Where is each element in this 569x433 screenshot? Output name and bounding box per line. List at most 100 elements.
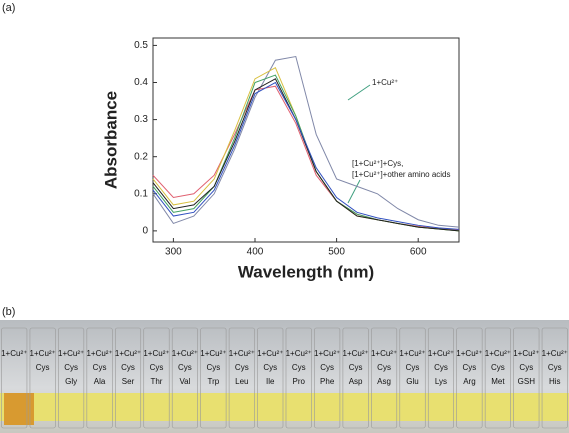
annotation: [1+Cu²⁺]+Cys, bbox=[352, 159, 403, 168]
y-tick-label: 0.5 bbox=[134, 40, 148, 51]
vial-label: His bbox=[549, 377, 561, 386]
vial-label: Cys bbox=[36, 363, 50, 372]
x-tick-label: 300 bbox=[165, 247, 182, 258]
x-tick-label: 500 bbox=[328, 247, 345, 258]
vial-label: 1+Cu²⁺ bbox=[343, 349, 369, 358]
vial-label: 1+Cu²⁺ bbox=[143, 349, 169, 358]
panel-label: (b) bbox=[2, 306, 15, 318]
vial-label: Phe bbox=[320, 377, 335, 386]
vial-label: Val bbox=[179, 377, 190, 386]
vial-label: Cys bbox=[64, 363, 78, 372]
vial-label: Ala bbox=[94, 377, 106, 386]
panel-label: (a) bbox=[2, 2, 15, 14]
vial-label: Cys bbox=[349, 363, 363, 372]
vial-label: 1+Cu²⁺ bbox=[513, 349, 539, 358]
vial-label: Thr bbox=[150, 377, 162, 386]
y-tick-label: 0.3 bbox=[134, 114, 148, 125]
vial bbox=[427, 327, 455, 429]
y-axis-title: Absorbance bbox=[101, 91, 120, 189]
vial-label: 1+Cu²⁺ bbox=[314, 349, 340, 358]
vial-label: 1+Cu²⁺ bbox=[456, 349, 482, 358]
vial-label: 1+Cu²⁺ bbox=[200, 349, 226, 358]
liquid bbox=[0, 393, 569, 421]
vial bbox=[58, 327, 85, 429]
y-tick-label: 0.1 bbox=[134, 188, 148, 199]
vial-label: Lys bbox=[435, 377, 447, 386]
vial-label: 1+Cu²⁺ bbox=[399, 349, 425, 358]
vial-label: Cys bbox=[491, 363, 505, 372]
y-tick-label: 0 bbox=[142, 226, 148, 237]
vial bbox=[115, 327, 142, 429]
vial-label: Cys bbox=[406, 363, 420, 372]
vial-label: 1+Cu²⁺ bbox=[58, 349, 84, 358]
vial-label: Cys bbox=[463, 363, 477, 372]
vial-label: 1+Cu²⁺ bbox=[1, 349, 27, 358]
vial-label: Met bbox=[491, 377, 505, 386]
vial-label: Pro bbox=[292, 377, 305, 386]
vial bbox=[29, 327, 56, 429]
vial bbox=[143, 327, 170, 429]
vial bbox=[541, 327, 568, 429]
vial-label: Cys bbox=[93, 363, 107, 372]
vial-label: 1+Cu²⁺ bbox=[542, 349, 568, 358]
arrow bbox=[347, 179, 361, 204]
vial-label: Arg bbox=[463, 377, 475, 386]
vial bbox=[1, 327, 28, 429]
vial-label: 1+Cu²⁺ bbox=[115, 349, 141, 358]
line-series bbox=[152, 55, 460, 228]
vial bbox=[171, 327, 198, 429]
line-series bbox=[152, 74, 460, 232]
vial bbox=[399, 327, 426, 429]
y-tick-label: 0.2 bbox=[134, 151, 148, 162]
line-series bbox=[152, 78, 460, 232]
line-series bbox=[152, 81, 460, 230]
vial bbox=[342, 327, 369, 429]
vial-label: 1+Cu²⁺ bbox=[30, 349, 56, 358]
y-tick-label: 0.4 bbox=[134, 77, 148, 88]
vial-label: 1+Cu²⁺ bbox=[257, 349, 283, 358]
vial bbox=[228, 327, 255, 429]
vial-label: Ser bbox=[122, 377, 135, 386]
vial-label: 1+Cu²⁺ bbox=[485, 349, 511, 358]
vial-label: Cys bbox=[263, 363, 277, 372]
vial-label: Asg bbox=[377, 377, 391, 386]
vial bbox=[456, 327, 483, 429]
vial-label: Cys bbox=[519, 363, 533, 372]
vial-label: Cys bbox=[206, 363, 220, 372]
vial-label: Glu bbox=[406, 377, 418, 386]
vial bbox=[257, 327, 284, 429]
vial-label: Cys bbox=[178, 363, 192, 372]
vial-label: 1+Cu²⁺ bbox=[428, 349, 454, 358]
arrow bbox=[347, 84, 371, 101]
vial bbox=[285, 327, 312, 429]
vial bbox=[484, 327, 511, 429]
vial-label: Ile bbox=[266, 377, 275, 386]
vial-label: Trp bbox=[208, 377, 220, 386]
line-series bbox=[152, 85, 460, 231]
vial-label: Cys bbox=[434, 363, 448, 372]
vial-label: Gly bbox=[65, 377, 77, 386]
vial bbox=[86, 327, 113, 429]
vial-label: Asp bbox=[349, 377, 363, 386]
annotation: [1+Cu²⁺]+other amino acids bbox=[352, 170, 451, 179]
plot-frame bbox=[152, 37, 460, 243]
vial-label: Cys bbox=[377, 363, 391, 372]
vial-label: 1+Cu²⁺ bbox=[86, 349, 112, 358]
annotation: 1+Cu²⁺ bbox=[372, 78, 398, 87]
vial-label: 1+Cu²⁺ bbox=[371, 349, 397, 358]
x-axis-title: Wavelength (nm) bbox=[238, 262, 374, 281]
x-tick-label: 400 bbox=[247, 247, 264, 258]
vial-label: Cys bbox=[292, 363, 306, 372]
vial-label: Cys bbox=[320, 363, 334, 372]
x-tick-label: 600 bbox=[410, 247, 427, 258]
vial-label: 1+Cu²⁺ bbox=[172, 349, 198, 358]
vial-label: Cys bbox=[548, 363, 562, 372]
vial-label: Leu bbox=[235, 377, 248, 386]
vial bbox=[314, 327, 341, 429]
vial-label: 1+Cu²⁺ bbox=[286, 349, 312, 358]
vial-label: 1+Cu²⁺ bbox=[229, 349, 255, 358]
vial bbox=[200, 327, 227, 429]
vial-label: Cys bbox=[235, 363, 249, 372]
vial-label: Cys bbox=[150, 363, 164, 372]
